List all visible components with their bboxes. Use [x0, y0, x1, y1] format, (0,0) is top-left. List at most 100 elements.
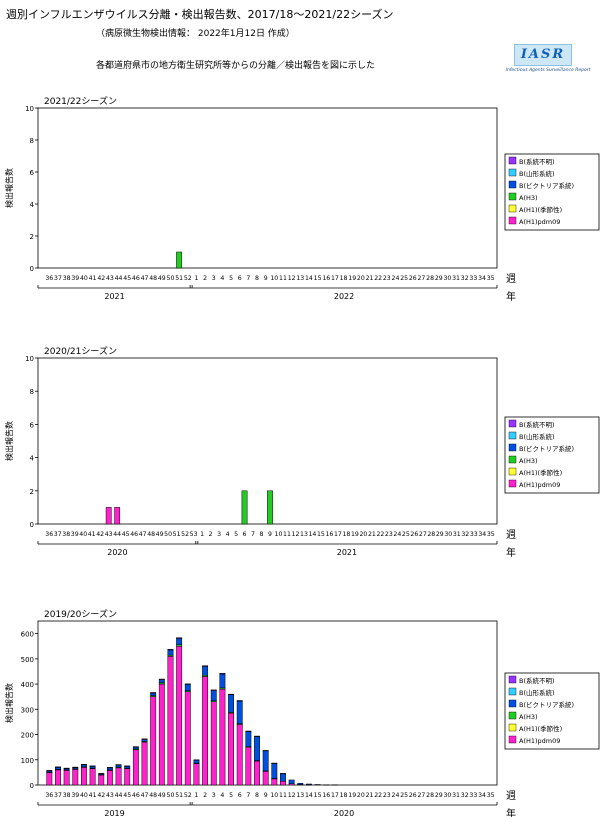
legend-swatch	[508, 192, 517, 201]
bar-segment	[141, 741, 148, 786]
x-tick-label: 49	[156, 531, 164, 538]
x-tick-label: 15	[314, 792, 322, 799]
bar-segment	[81, 764, 87, 766]
legend-swatch	[508, 156, 517, 165]
x-tick-label: 28	[426, 275, 434, 282]
x-tick-label: 24	[392, 792, 400, 799]
x-tick-label: 3	[212, 275, 216, 282]
bar-segment	[158, 679, 165, 684]
bar-segment	[167, 649, 174, 651]
x-tick-label: 17	[334, 531, 342, 538]
x-tick-label: 23	[383, 792, 391, 799]
bar-segment	[267, 490, 273, 525]
bar-segment	[89, 768, 96, 786]
bar-segment	[271, 778, 278, 786]
legend-box	[504, 672, 600, 750]
bar-segment	[124, 766, 131, 769]
bar-segment	[106, 770, 113, 786]
x-tick-label: 44	[115, 275, 123, 282]
x-tick-label: 22	[376, 531, 384, 538]
year-label: 2019	[104, 809, 124, 817]
x-tick-label: 13	[296, 792, 304, 799]
bar-segment	[114, 507, 121, 525]
bar-segment	[98, 773, 105, 775]
bar-segment	[245, 746, 252, 786]
x-tick-label: 48	[149, 275, 157, 282]
legend-label: A(H1)(季節性)	[519, 468, 562, 477]
x-tick-label: 28	[427, 531, 435, 538]
x-tick-label: 22	[374, 792, 382, 799]
bar-segment	[219, 688, 226, 786]
bar-segment	[236, 724, 243, 786]
x-tick-label: 38	[63, 792, 71, 799]
legend-label: B(ビクトリア系統)	[519, 181, 574, 190]
bar-segment	[98, 774, 105, 786]
x-tick-label: 15	[314, 275, 322, 282]
y-tick-label: 0	[30, 782, 34, 790]
year-label: 2022	[334, 292, 354, 301]
x-tick-label: 18	[340, 275, 348, 282]
x-tick-label: 26	[409, 792, 417, 799]
x-tick-label: 32	[461, 792, 469, 799]
chart-title: 2021/22シーズン	[44, 95, 117, 107]
bar-segment	[228, 712, 234, 786]
x-tick-label: 16	[322, 792, 330, 799]
x-tick-label: 26	[410, 531, 418, 538]
legend-label: B(ビクトリア系統)	[519, 444, 574, 453]
legend-label: A(H1)pdm09	[519, 481, 560, 489]
x-tick-label: 2	[203, 275, 207, 282]
bar-segment	[158, 683, 165, 786]
bar-segment	[228, 694, 234, 713]
x-tick-label: 19	[351, 531, 359, 538]
bar-segment	[331, 784, 338, 786]
bar-segment	[150, 692, 157, 694]
legend-label: A(H3)	[519, 457, 538, 465]
year-label: 2020	[334, 809, 354, 817]
x-tick-label: 39	[71, 275, 79, 282]
x-tick-label: 51	[175, 792, 183, 799]
legend-label: B(山形系統)	[519, 169, 555, 178]
bar-segment	[245, 730, 252, 732]
legend-swatch	[508, 443, 517, 452]
x-tick-label: 33	[469, 275, 477, 282]
legend-swatch	[508, 699, 517, 708]
x-tick-label: 35	[487, 531, 495, 538]
x-tick-label: 35	[487, 792, 495, 799]
bar-segment	[132, 746, 139, 748]
x-tick-label: 36	[45, 531, 53, 538]
x-tick-label: 52	[181, 531, 189, 538]
x-tick-label: 32	[461, 531, 469, 538]
x-tick-label: 13	[300, 531, 308, 538]
bar-segment	[210, 701, 217, 786]
legend-label: B(系統不明)	[519, 157, 555, 166]
x-tick-label: 27	[418, 792, 426, 799]
bar-segment	[150, 692, 157, 696]
bar-segment	[323, 784, 330, 786]
x-tick-label: 13	[296, 275, 304, 282]
bar-segment	[314, 784, 321, 786]
y-tick-label: 600	[21, 631, 34, 639]
bar-segment	[271, 763, 278, 779]
x-tick-label: 11	[283, 531, 291, 538]
page-title: 週別インフルエンザウイルス分離・検出報告数、2017/18～2021/22シーズ…	[6, 8, 394, 21]
bar-segment	[280, 773, 286, 775]
x-tick-label: 35	[487, 275, 495, 282]
x-tick-label: 1	[194, 792, 198, 799]
bar-segment	[132, 746, 139, 750]
bar-segment	[228, 693, 234, 695]
bar-segment	[167, 656, 174, 786]
x-tick-label: 40	[80, 792, 88, 799]
bar-segment	[63, 770, 70, 786]
bar-segment	[184, 683, 191, 685]
x-tick-label: 25	[400, 275, 408, 282]
bar-segment	[271, 762, 278, 764]
bar-segment	[141, 739, 148, 742]
x-tick-label: 24	[392, 275, 400, 282]
x-tick-label: 12	[288, 275, 296, 282]
year-axis-label: 年	[506, 290, 516, 303]
y-tick-label: 100	[21, 757, 34, 765]
x-tick-label: 20	[357, 792, 365, 799]
year-axis-label: 年	[506, 546, 516, 559]
y-tick-label: 10	[25, 105, 34, 113]
source-info: （病原微生物検出情報： 2022年1月12日 作成）	[96, 29, 295, 39]
